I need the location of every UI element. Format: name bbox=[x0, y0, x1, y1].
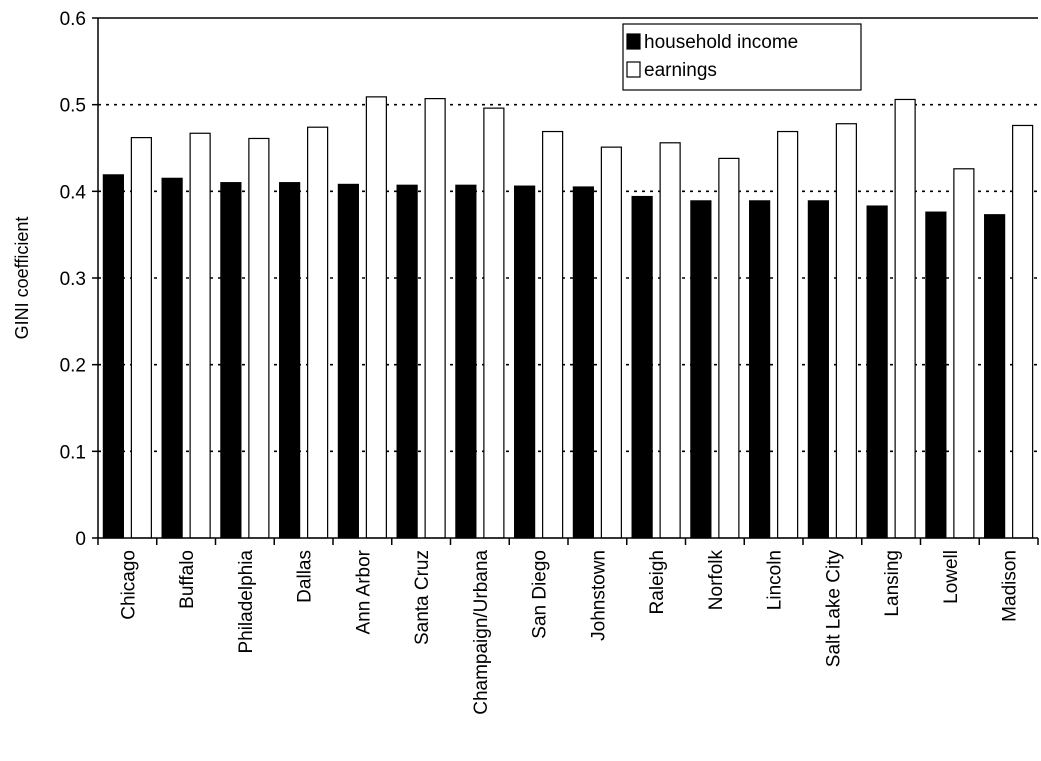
axes bbox=[92, 17, 1039, 545]
y-tick-label-1: 0.1 bbox=[60, 442, 86, 463]
y-tick-label-5: 0.5 bbox=[60, 96, 86, 117]
legend-swatch-earnings bbox=[626, 61, 641, 78]
x-category-label-7: San Diego bbox=[530, 550, 551, 639]
x-category-label-12: Salt Lake City bbox=[823, 550, 844, 668]
bar-earnings-14 bbox=[953, 168, 975, 539]
x-category-label-6: Champaign/Urbana bbox=[471, 550, 492, 715]
x-category-labels: Chicago Buffalo Philadelphia Dallas Ann Arbo… bbox=[118, 549, 1020, 714]
bar-household-income-1 bbox=[161, 177, 183, 539]
legend-label-earnings: earnings bbox=[644, 60, 717, 81]
x-category-label-0: Chicago bbox=[118, 550, 139, 620]
x-category-label-13: Lansing bbox=[882, 550, 903, 617]
x-category-label-15: Madison bbox=[1000, 550, 1021, 622]
y-axis-title: GINI coefficient bbox=[12, 217, 32, 340]
bar-household-income-7 bbox=[514, 185, 536, 539]
bar-earnings-8 bbox=[600, 146, 622, 539]
bar-household-income-3 bbox=[279, 182, 301, 539]
bar-household-income-15 bbox=[984, 214, 1006, 539]
bar-earnings-12 bbox=[835, 123, 857, 539]
bar-household-income-5 bbox=[396, 184, 418, 539]
x-category-label-10: Norfolk bbox=[706, 550, 727, 611]
bar-earnings-7 bbox=[542, 130, 564, 539]
bar-earnings-10 bbox=[718, 157, 740, 539]
bar-earnings-11 bbox=[777, 130, 799, 539]
bar-household-income-13 bbox=[866, 205, 888, 539]
bar-earnings-4 bbox=[365, 96, 387, 539]
legend-swatch-household-income bbox=[626, 33, 641, 50]
x-category-label-3: Dallas bbox=[295, 550, 316, 603]
bar-household-income-6 bbox=[455, 184, 477, 539]
y-tick-label-0: 0 bbox=[75, 529, 86, 550]
bar-earnings-15 bbox=[1012, 124, 1034, 539]
x-category-label-2: Philadelphia bbox=[236, 550, 257, 654]
bar-earnings-6 bbox=[483, 107, 505, 539]
bar-household-income-2 bbox=[220, 182, 242, 539]
x-category-label-8: Johnstown bbox=[588, 550, 609, 641]
x-category-label-11: Lincoln bbox=[765, 550, 786, 610]
bar-earnings-5 bbox=[424, 97, 446, 539]
bars bbox=[102, 96, 1034, 539]
bar-household-income-12 bbox=[807, 200, 829, 539]
bar-household-income-14 bbox=[925, 211, 947, 539]
bar-household-income-11 bbox=[749, 200, 771, 539]
bar-earnings-13 bbox=[894, 98, 916, 539]
bar-earnings-0 bbox=[130, 137, 152, 539]
bar-household-income-4 bbox=[337, 183, 359, 539]
legend-label-household-income: household income bbox=[644, 32, 798, 53]
bar-earnings-1 bbox=[189, 132, 211, 539]
bar-earnings-3 bbox=[307, 126, 329, 539]
bar-earnings-2 bbox=[248, 137, 270, 539]
x-category-label-14: Lowell bbox=[941, 550, 962, 604]
x-category-label-9: Raleigh bbox=[647, 550, 668, 614]
bar-household-income-8 bbox=[572, 186, 594, 539]
y-tick-label-3: 0.3 bbox=[60, 269, 86, 290]
bar-household-income-10 bbox=[690, 200, 712, 539]
legend-box bbox=[622, 23, 862, 91]
x-category-label-4: Ann Arbor bbox=[353, 549, 374, 634]
bar-household-income-9 bbox=[631, 195, 653, 539]
y-tick-label-2: 0.2 bbox=[60, 356, 86, 377]
y-tick-label-6: 0.6 bbox=[60, 9, 86, 30]
y-tick-label-4: 0.4 bbox=[60, 182, 87, 203]
x-category-label-1: Buffalo bbox=[177, 550, 198, 609]
bar-household-income-0 bbox=[102, 174, 124, 539]
x-category-label-5: Santa Cruz bbox=[412, 550, 433, 645]
legend: household income earnings bbox=[622, 23, 862, 91]
y-tick-labels: 0 0.1 0.2 0.3 0.4 0.5 0.6 bbox=[60, 9, 87, 550]
bar-earnings-9 bbox=[659, 142, 681, 539]
